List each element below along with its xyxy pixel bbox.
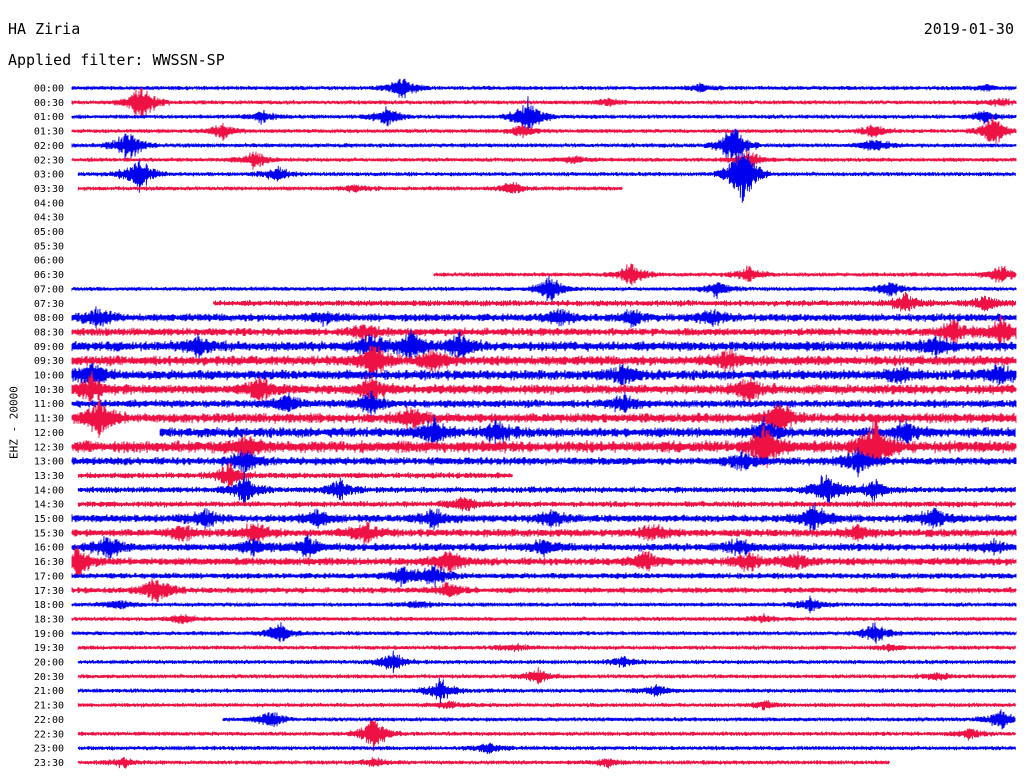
time-tick-label: 12:00 — [34, 428, 64, 439]
time-tick-label: 18:30 — [34, 614, 64, 625]
trace-line — [71, 502, 1017, 533]
trace-line — [77, 471, 1016, 507]
time-tick-label: 15:30 — [34, 528, 64, 539]
date-label: 2019-01-30 — [923, 20, 1014, 38]
trace-line — [71, 96, 1017, 133]
time-tick-label: 21:30 — [34, 701, 64, 712]
time-tick-label: 11:00 — [34, 399, 64, 410]
filter-label: Applied filter: WWSSN-SP — [8, 51, 225, 69]
trace-line — [77, 496, 1016, 512]
time-tick-label: 19:00 — [34, 629, 64, 640]
station-title: HA Ziria — [8, 20, 81, 38]
trace-line — [71, 390, 1017, 416]
time-tick-label: 16:30 — [34, 557, 64, 568]
time-tick-label: 10:30 — [34, 385, 64, 396]
trace-line — [71, 328, 1017, 362]
time-tick-label: 17:30 — [34, 586, 64, 597]
trace-line — [71, 150, 1017, 170]
time-tick-label: 05:30 — [34, 241, 64, 252]
time-tick-label: 22:00 — [34, 715, 64, 726]
time-tick-label: 03:00 — [34, 170, 64, 181]
time-tick-label: 02:00 — [34, 141, 64, 152]
trace-line — [71, 78, 1017, 99]
time-tick-label: 20:00 — [34, 658, 64, 669]
time-tick-label: 11:30 — [34, 414, 64, 425]
time-tick-label: 04:30 — [34, 213, 64, 224]
time-tick-label: 17:00 — [34, 571, 64, 582]
time-tick-label: 08:30 — [34, 327, 64, 338]
trace-line — [77, 719, 1016, 752]
trace-line — [77, 677, 1016, 705]
time-tick-label: 15:00 — [34, 514, 64, 525]
time-tick-label: 04:00 — [34, 198, 64, 209]
trace-line — [77, 463, 513, 489]
time-tick-label: 16:00 — [34, 543, 64, 554]
time-tick-label: 07:00 — [34, 284, 64, 295]
time-tick-label: 06:00 — [34, 256, 64, 267]
time-tick-label: 14:00 — [34, 485, 64, 496]
trace-line — [71, 447, 1017, 478]
trace-line — [71, 521, 1017, 548]
trace-line — [71, 116, 1017, 145]
trace-line — [71, 595, 1017, 614]
trace-line — [71, 275, 1017, 305]
trace-line — [71, 578, 1017, 603]
trace-line — [71, 128, 1017, 161]
trace-line — [77, 756, 890, 769]
time-tick-label: 13:30 — [34, 471, 64, 482]
trace-line — [77, 742, 1016, 755]
trace-line — [71, 534, 1017, 560]
time-tick-label: 00:00 — [34, 84, 64, 95]
time-tick-label: 23:30 — [34, 758, 64, 769]
time-tick-label: 21:00 — [34, 686, 64, 697]
time-tick-label: 18:00 — [34, 600, 64, 611]
time-tick-label: 02:30 — [34, 155, 64, 166]
time-tick-label: 03:30 — [34, 184, 64, 195]
trace-line — [71, 399, 1017, 438]
trace-line — [77, 667, 1016, 685]
trace-line — [77, 181, 623, 194]
trace-line — [71, 363, 1017, 389]
time-tick-label: 07:30 — [34, 299, 64, 310]
trace-line — [71, 306, 1017, 329]
time-tick-label: 01:30 — [34, 127, 64, 138]
time-tick-label: 13:00 — [34, 457, 64, 468]
trace-line — [71, 418, 1017, 469]
trace-line — [77, 699, 1016, 711]
trace-line — [77, 643, 1016, 653]
trace-line — [71, 371, 1017, 404]
time-tick-label: 00:30 — [34, 98, 64, 109]
time-tick-label: 22:30 — [34, 729, 64, 740]
trace-line — [71, 345, 1017, 379]
trace-line — [71, 545, 1017, 576]
time-tick-label: 06:30 — [34, 270, 64, 281]
trace-line — [71, 613, 1017, 625]
trace-line — [77, 650, 1016, 674]
trace-line — [71, 315, 1017, 348]
trace-line — [71, 564, 1017, 588]
trace-line — [433, 263, 1017, 286]
time-tick-label: 14:30 — [34, 500, 64, 511]
trace-line — [71, 622, 1017, 644]
time-tick-label: 08:00 — [34, 313, 64, 324]
time-tick-label: 09:00 — [34, 342, 64, 353]
trace-line — [213, 291, 1017, 312]
trace-line — [222, 709, 1016, 730]
time-tick-label: 19:30 — [34, 643, 64, 654]
time-tick-label: 20:30 — [34, 672, 64, 683]
time-tick-label: 01:00 — [34, 112, 64, 123]
time-tick-label: 10:00 — [34, 371, 64, 382]
trace-line — [71, 87, 1017, 118]
time-tick-label: 05:00 — [34, 227, 64, 238]
time-tick-label: 23:00 — [34, 744, 64, 755]
time-tick-label: 12:30 — [34, 442, 64, 453]
time-tick-label: 09:30 — [34, 356, 64, 367]
trace-line — [77, 138, 1016, 203]
